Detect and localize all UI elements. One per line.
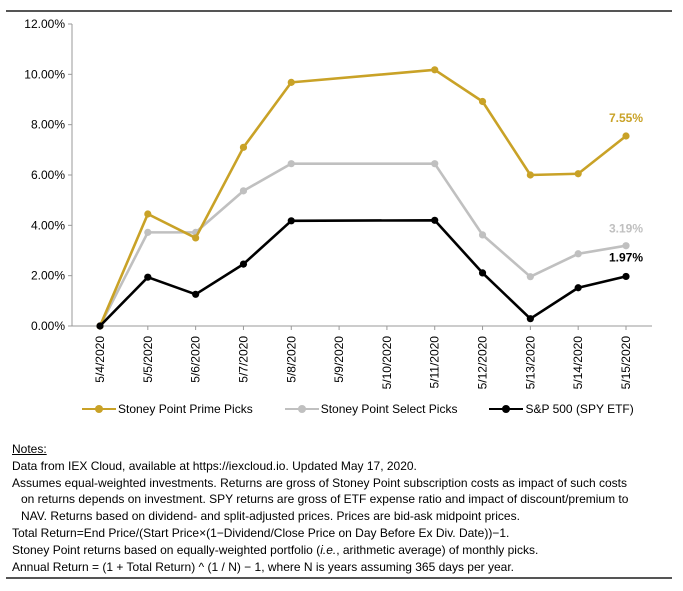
y-tick-label: 10.00% [24,67,65,81]
notes-title: Notes: [12,442,47,456]
data-point [239,143,248,151]
note-line-total-return: Total Return=End Price/(Start Price×(1−D… [12,525,510,540]
data-point [622,132,630,140]
legend-label-prime: Stoney Point Prime Picks [118,402,253,416]
x-tick-label: 5/8/2020 [284,336,298,383]
data-point [622,272,630,281]
data-point [478,97,487,106]
data-point [96,322,104,330]
note-line-portfolio: Stoney Point returns based on equally-we… [12,542,676,559]
x-tick-label: 5/4/2020 [93,336,107,383]
data-point [431,160,439,168]
y-tick-label: 12.00% [24,17,65,31]
legend-swatch-select [284,404,319,414]
legend-item-prime: Stoney Point Prime Picks [82,402,253,416]
data-point [144,228,152,236]
data-point [144,273,152,281]
legend-item-select: Stoney Point Select Picks [284,402,458,416]
x-tick-label: 5/12/2020 [476,336,490,390]
data-point [431,216,439,224]
note-line-equal-weight-cont1: on returns depends on investment. SPY re… [21,492,629,507]
data-point [239,187,248,195]
note-line-equal-weight-cont2: NAV. Returns based on dividend- and spli… [21,509,520,524]
legend-swatch-spy [489,404,524,414]
data-point [478,269,487,277]
data-point [526,273,534,281]
note-portfolio-part2: , arithmetic average) of monthly picks. [336,542,539,557]
x-tick-label: 5/15/2020 [619,336,633,390]
series-line [98,68,627,327]
data-point [526,171,534,179]
end-data-label: 7.55% [609,111,643,125]
y-tick-label: 0.00% [31,319,65,333]
note-portfolio-part1: Stoney Point returns based on equally-we… [12,542,321,557]
data-point [192,290,200,298]
data-point [144,210,152,218]
x-tick-label: 5/5/2020 [141,336,155,383]
y-tick-label: 4.00% [31,218,65,232]
legend-label-select: Stoney Point Select Picks [320,402,458,416]
note-line-data-source: Data from IEX Cloud, available at https:… [12,458,417,473]
data-point [431,66,439,74]
x-tick-label: 5/9/2020 [332,336,346,383]
x-tick-label: 5/13/2020 [523,336,537,390]
y-tick-label: 8.00% [31,118,65,132]
data-point [574,250,582,258]
line-chart: 0.00% 2.00% 4.00% 6.00% 8.00% 10.00% 12.00% 5/4… [24,17,652,390]
x-tick-label: 5/14/2020 [571,336,585,390]
end-data-label: 3.19% [609,222,643,236]
data-point [574,284,582,292]
legend-label-spy: S&P 500 (SPY ETF) [525,402,634,416]
chart-legend: Stoney Point Prime Picks Stoney Point Se… [82,402,666,416]
note-line-equal-weight: Assumes equal-weighted investments. Retu… [12,475,627,490]
data-point [287,160,295,168]
data-point [239,260,248,268]
legend-item-spy: S&P 500 (SPY ETF) [489,402,634,416]
top-rule [6,10,672,12]
note-portfolio-ie: i.e. [320,542,337,557]
series-line [99,219,627,327]
series-line [98,162,627,327]
data-point [287,217,295,225]
data-point [287,78,295,86]
data-point [574,170,582,178]
x-tick-label: 5/11/2020 [428,336,442,389]
y-tick-label: 2.00% [31,269,65,283]
x-tick-label: 5/6/2020 [189,336,203,383]
data-point [622,242,630,250]
bottom-rule [6,577,672,579]
end-data-label: 1.97% [609,250,643,264]
notes-section: Notes: Data from IEX Cloud, available at… [12,441,676,575]
x-tick-label: 5/10/2020 [380,336,394,390]
note-line-annual-return: Annual Return = (1 + Total Return) ^ (1 … [12,559,514,574]
data-point [192,234,200,242]
data-point [526,315,534,323]
legend-swatch-prime [82,404,116,414]
x-tick-label: 5/7/2020 [236,336,250,383]
y-tick-label: 6.00% [31,168,65,182]
data-point [478,231,487,239]
